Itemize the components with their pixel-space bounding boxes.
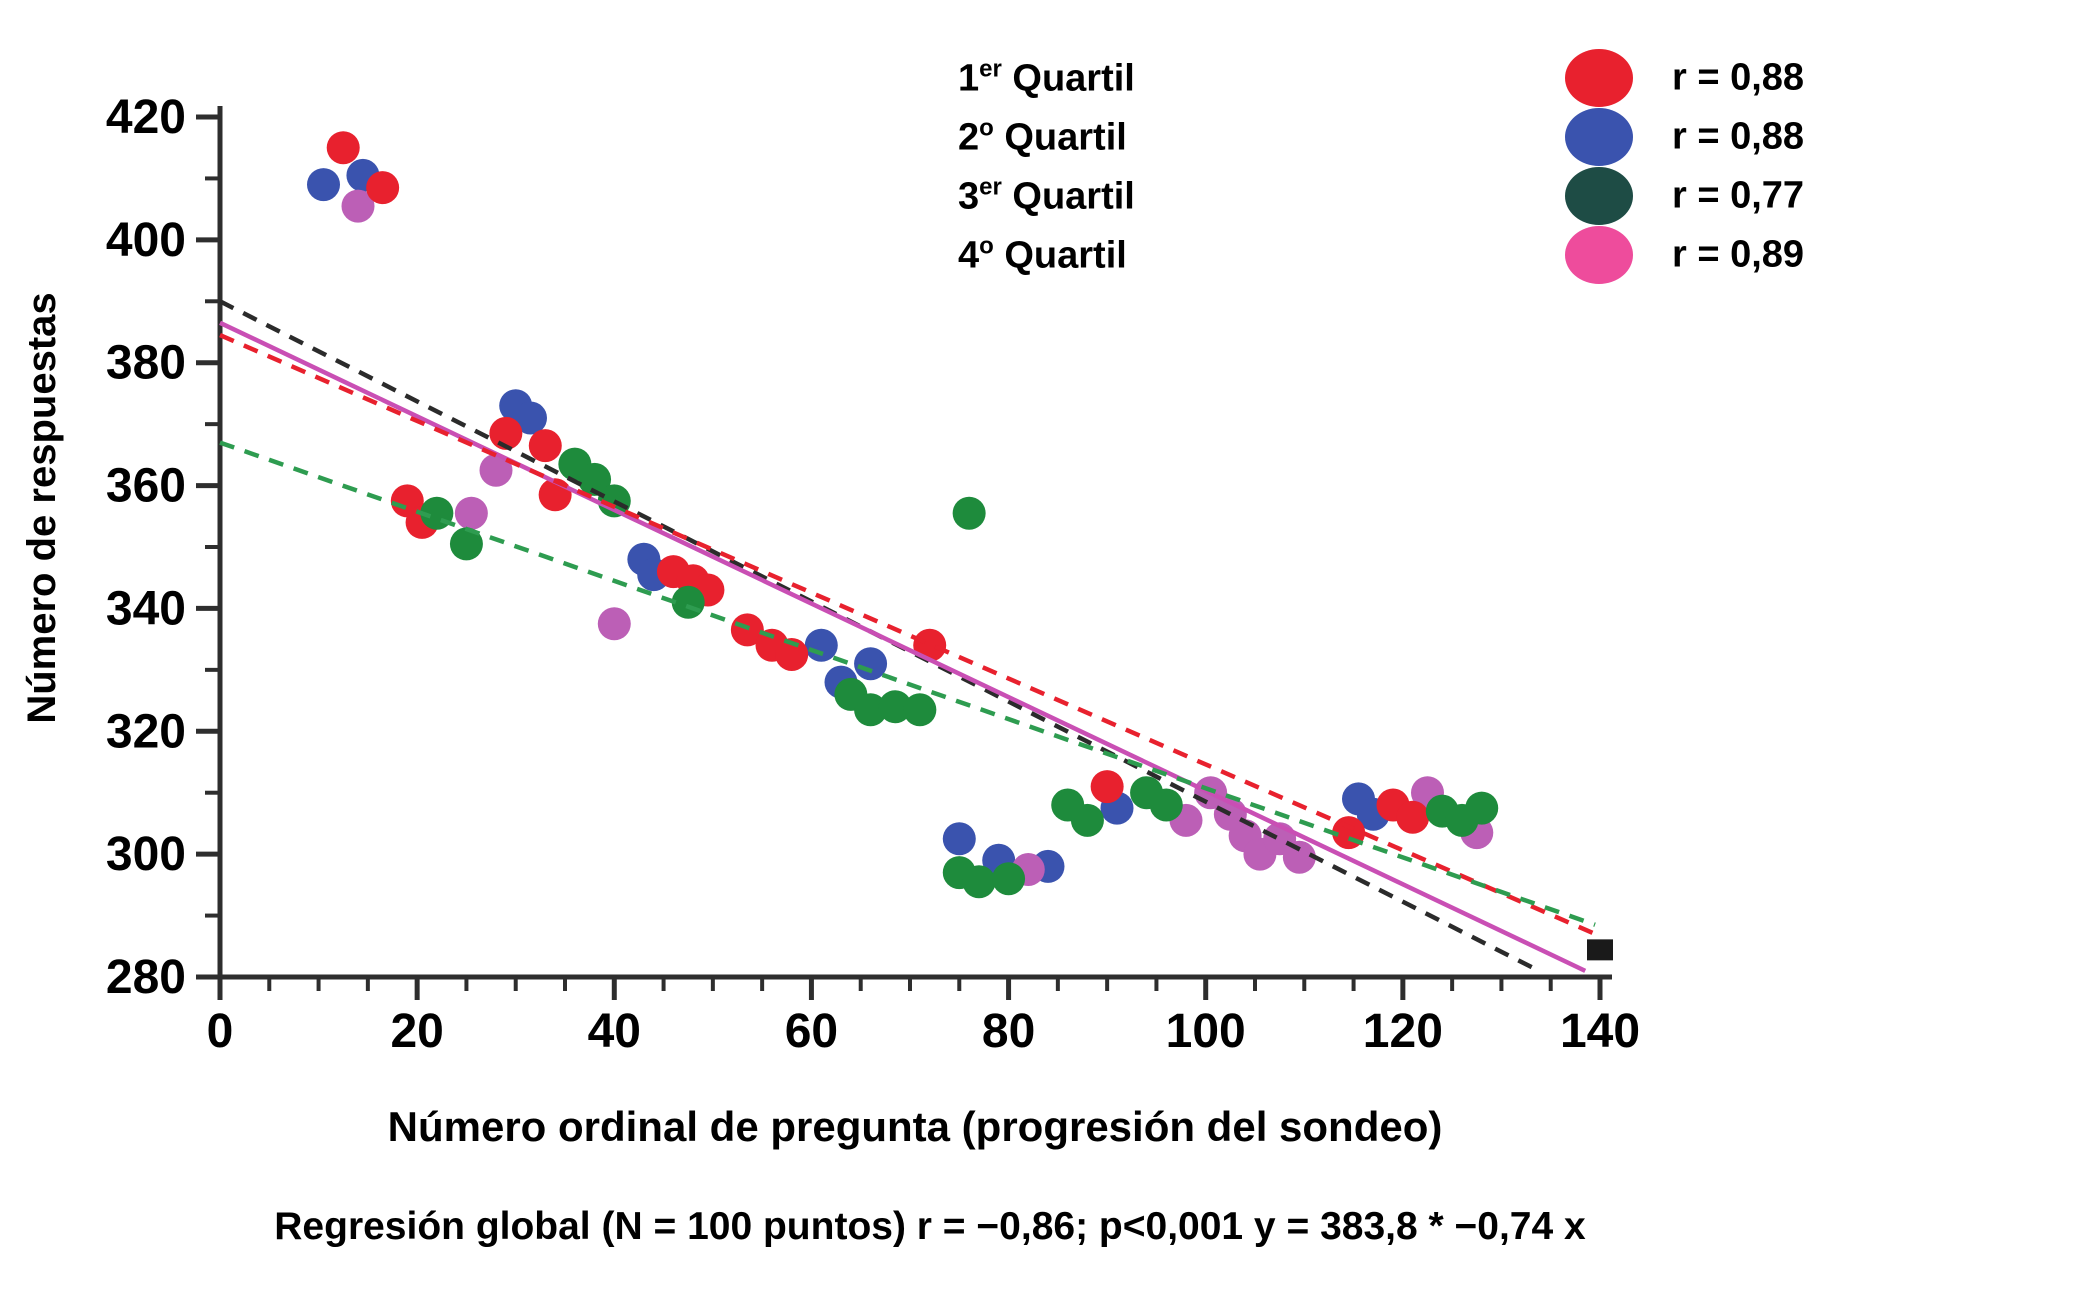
data-point	[326, 131, 360, 165]
data-point	[528, 429, 562, 463]
legend-item-quartil-4: 4o Quartil r = 0,89	[958, 225, 1918, 284]
data-point	[1070, 803, 1104, 837]
x-tick-label: 140	[1560, 1005, 1640, 1058]
x-tick-label: 20	[390, 1005, 443, 1058]
data-point	[854, 693, 888, 727]
x-tick-label: 60	[785, 1005, 838, 1058]
y-tick-label: 360	[106, 460, 186, 513]
data-point	[366, 171, 400, 205]
data-point	[489, 416, 523, 450]
y-tick-label: 300	[106, 828, 186, 881]
legend-r-value: r = 0,77	[1672, 174, 1805, 216]
data-point	[671, 585, 705, 619]
data-point	[952, 496, 986, 530]
legend-label: 2o Quartil	[958, 114, 1127, 158]
legend-r-value: r = 0,88	[1672, 56, 1805, 98]
data-point	[479, 453, 513, 487]
data-point	[1396, 800, 1430, 834]
legend: 1er Quartil r = 0,88 2o Quartil r = 0,88…	[958, 48, 1918, 284]
x-tick-label: 40	[588, 1005, 641, 1058]
y-axis-title: Número de respuestas	[20, 292, 64, 724]
data-point	[878, 690, 912, 724]
data-point	[992, 862, 1026, 896]
data-point	[597, 484, 631, 518]
y-tick-label: 420	[106, 91, 186, 144]
legend-label: 4o Quartil	[958, 232, 1127, 276]
legend-item-quartil-1: 1er Quartil r = 0,88	[958, 48, 1918, 107]
data-point	[454, 496, 488, 530]
legend-marker-blue	[1565, 107, 1633, 166]
ordinal-superscript: er	[979, 55, 1002, 83]
data-point	[578, 462, 612, 496]
data-point	[962, 865, 996, 899]
data-point	[903, 693, 937, 727]
ordinal-superscript: er	[979, 173, 1002, 201]
y-tick-label: 380	[106, 337, 186, 390]
caption: Regresión global (N = 100 puntos) r = −0…	[274, 1205, 1586, 1248]
x-tick-label: 120	[1363, 1005, 1443, 1058]
legend-label: 1er Quartil	[958, 55, 1135, 99]
data-point	[854, 647, 888, 681]
quartil-4-line	[219, 320, 1587, 973]
x-tick-label: 0	[207, 1005, 234, 1058]
legend-item-quartil-2: 2o Quartil r = 0,88	[958, 107, 1918, 166]
x-tick-label: 100	[1166, 1005, 1246, 1058]
y-tick-label: 400	[106, 214, 186, 267]
x-axis-title: Número ordinal de pregunta (progresión d…	[387, 1103, 1443, 1150]
data-point	[942, 822, 976, 856]
data-point	[1090, 770, 1124, 804]
data-point	[307, 168, 340, 202]
ordinal-superscript: o	[979, 232, 994, 260]
y-tick-label: 320	[106, 705, 186, 758]
data-point	[1149, 788, 1183, 822]
quartil-1-line	[219, 333, 1596, 937]
end-marker	[1587, 939, 1613, 961]
legend-label: 3er Quartil	[958, 173, 1135, 217]
data-point	[514, 401, 547, 435]
data-point	[804, 628, 838, 662]
quartil-3-line	[219, 440, 1596, 927]
data-point	[730, 613, 764, 647]
y-tick-label: 280	[106, 951, 186, 1004]
legend-marker-red	[1565, 48, 1633, 107]
data-point	[597, 607, 631, 641]
data-point	[1465, 791, 1499, 825]
legend-r-value: r = 0,88	[1672, 115, 1805, 157]
legend-r-value: r = 0,89	[1672, 233, 1805, 275]
ordinal-superscript: o	[979, 114, 994, 142]
legend-item-quartil-3: 3er Quartil r = 0,77	[958, 166, 1918, 225]
data-point	[449, 527, 483, 561]
data-point	[341, 189, 375, 223]
data-point	[1282, 840, 1316, 874]
data-point	[775, 638, 809, 671]
y-tick-label: 340	[106, 582, 186, 635]
legend-marker-teal	[1565, 166, 1633, 225]
x-tick-label: 80	[982, 1005, 1035, 1058]
legend-marker-pink	[1565, 225, 1633, 284]
